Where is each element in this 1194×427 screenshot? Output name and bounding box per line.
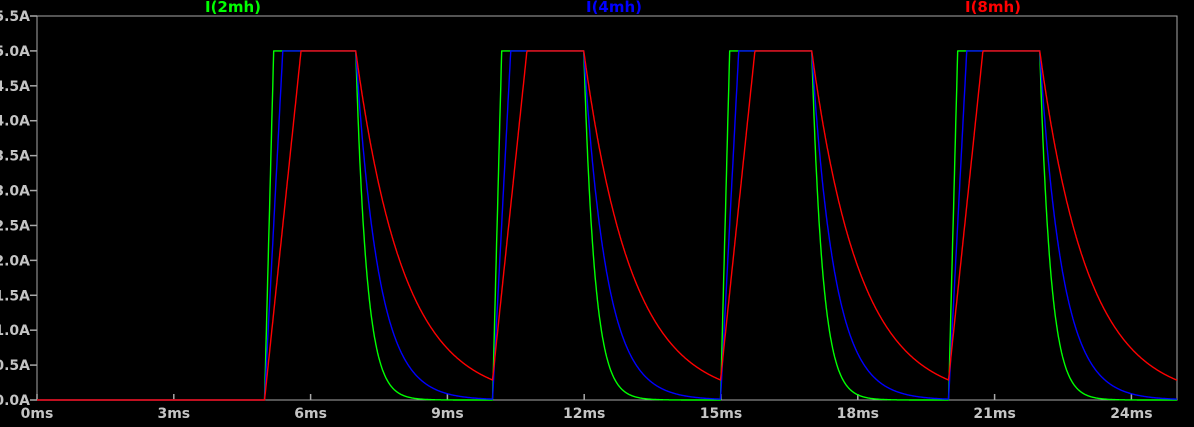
legend-trace-i8mh[interactable]: I(8mh) [965, 0, 1022, 16]
y-tick-label: 4.5A [0, 79, 30, 95]
plot-border [36, 15, 1178, 401]
y-tick-label: 1.5A [0, 288, 30, 304]
y-tick-label: 5.0A [0, 44, 30, 60]
x-tick-label: 0ms [21, 406, 54, 422]
x-tick-label: 3ms [157, 406, 190, 422]
x-tick-label: 12ms [563, 406, 605, 422]
y-tick-label: 3.0A [0, 184, 30, 200]
x-tick-label: 9ms [431, 406, 464, 422]
y-tick-label: 0.5A [0, 358, 30, 374]
trace-i8mh [36, 50, 1178, 401]
y-tick-label: 2.0A [0, 253, 30, 269]
y-tick-label: 2.5A [0, 218, 30, 234]
trace-i2mh [36, 50, 1178, 401]
y-tick-label: 0.0A [0, 393, 30, 409]
x-tick-label: 15ms [700, 406, 742, 422]
trace-i4mh [36, 50, 1178, 401]
legend-trace-i2mh[interactable]: I(2mh) [205, 0, 262, 16]
x-tick-label: 24ms [1110, 406, 1152, 422]
x-tick-label: 21ms [973, 406, 1015, 422]
x-tick-label: 6ms [294, 406, 327, 422]
x-tick-label: 18ms [837, 406, 879, 422]
y-tick-label: 5.5A [0, 9, 30, 25]
legend-trace-i4mh[interactable]: I(4mh) [586, 0, 643, 16]
y-tick-label: 1.0A [0, 323, 30, 339]
y-tick-label: 4.0A [0, 114, 30, 130]
y-tick-label: 3.5A [0, 149, 30, 165]
